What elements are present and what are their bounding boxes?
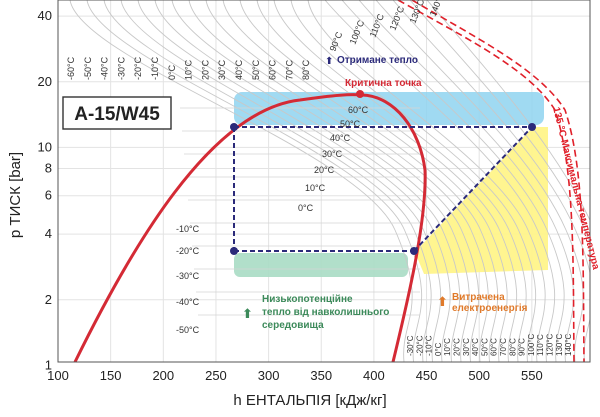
isotherm-bottom-label: 80°C [508, 338, 517, 356]
isotherm-top-label: 70°C [284, 59, 294, 80]
cycle-point-3 [230, 247, 238, 255]
x-tick-label: 150 [100, 368, 122, 383]
isotherm-bottom-label: 0°C [434, 342, 443, 356]
isotherm-top-label: -20°C [133, 56, 143, 80]
plot-frame [57, 0, 591, 363]
isotherm-inner-label: 60°C [348, 105, 369, 115]
isotherm-bottom-label: -20°C [415, 335, 424, 356]
isotherm-top-label: -40°C [100, 56, 110, 80]
low-heat-band [234, 253, 408, 277]
x-tick-label: 200 [152, 368, 174, 383]
energy-label-2: електроенергія [452, 303, 528, 314]
isotherm-top-label: -30°C [116, 56, 126, 80]
x-tick-label: 400 [363, 368, 385, 383]
isotherm-top-label: 20°C [200, 59, 210, 80]
axis-ticks: 100 150 200 250 300 350 400 450 500 550 1 2 4 6 8 10 20 4… [38, 8, 543, 383]
heat-output-label: Отримане тепло [337, 55, 418, 66]
isotherm-top-label: 50°C [251, 59, 261, 80]
x-tick-label: 500 [468, 368, 490, 383]
isotherm-top-label: 10°C [184, 59, 194, 80]
isotherm-bottom-label: 10°C [443, 338, 452, 356]
x-tick-label: 250 [205, 368, 227, 383]
x-tick-label: 350 [310, 368, 332, 383]
isotherm-lines [69, 0, 590, 362]
energy-arrow-icon: ⬆ [437, 294, 448, 309]
energy-label-1: Витрачена [452, 292, 505, 303]
x-tick-label: 450 [416, 368, 438, 383]
max-temp-line-1 [397, 0, 575, 363]
x-axis-title: h ЕНТАЛЬПІЯ [кДж/кг] [233, 392, 386, 409]
isotherm-inner-label: 10°C [305, 183, 326, 193]
isotherm-bottom-label: 50°C [480, 338, 489, 356]
cycle-point-1 [230, 123, 238, 131]
isotherm-inner-label: -40°C [176, 297, 200, 307]
isotherm-inner-label: 0°C [298, 203, 314, 213]
critical-point-label: Критична точка [345, 78, 422, 89]
x-tick-label: 300 [258, 368, 280, 383]
title-box [62, 96, 172, 130]
title-box-label: A-15/W45 [74, 104, 160, 125]
isotherm-inner-label: 40°C [330, 133, 351, 143]
isotherm-bottom-label: 60°C [490, 338, 499, 356]
isotherm-inner-label: -50°C [176, 325, 200, 335]
isotherm-top-label: 40°C [234, 59, 244, 80]
isotherm-top-label: -10°C [150, 56, 160, 80]
isotherm-labels: -60°C -50°C -40°C -30°C -20°C -10°C 0°C 10°C 20°… [66, 0, 573, 356]
isotherm-inner-label: -10°C [176, 224, 200, 234]
isotherm-inner-label: -30°C [176, 271, 200, 281]
low-heat-arrow-icon: ⬆ [242, 306, 253, 321]
max-temp-line-2 [411, 0, 585, 363]
isotherm-bottom-label: -10°C [425, 335, 434, 356]
isotherm-bottom-label: 120°C [546, 333, 555, 356]
isotherm-inner-label: -20°C [176, 246, 200, 256]
isotherm-top-label: -60°C [66, 56, 76, 80]
y-tick-label: 4 [45, 226, 52, 241]
y-tick-label: 40 [38, 8, 52, 23]
x-tick-label: 550 [521, 368, 543, 383]
isotherm-bottom-label: 20°C [453, 338, 462, 356]
isotherm-inner-label: 30°C [322, 149, 343, 159]
cycle-point-2 [528, 123, 536, 131]
isotherm-top-label: 0°C [167, 64, 177, 80]
isotherm-top-label: 60°C [268, 59, 278, 80]
isotherm-bottom-label: -30°C [406, 335, 415, 356]
heat-output-arrow-icon: ⬆ [325, 56, 333, 67]
isotherm-top-label: 30°C [217, 59, 227, 80]
isotherm-inner-label: 50°C [340, 119, 361, 129]
isotherm-bottom-label: 130°C [555, 333, 564, 356]
y-tick-label: 1 [45, 357, 52, 372]
isotherm-top-label: -50°C [83, 56, 93, 80]
isotherm-inner-label: 20°C [314, 165, 335, 175]
isotherm-bottom-label: 110°C [536, 334, 545, 356]
isotherm-bottom-label: 140°C [564, 333, 573, 356]
y-tick-label: 10 [38, 139, 52, 154]
critical-point-marker [356, 90, 364, 98]
y-tick-label: 2 [45, 292, 52, 307]
low-heat-label-2: тепло від навколишнього [262, 307, 389, 318]
heat-output-band [234, 92, 544, 125]
y-tick-label: 8 [45, 161, 52, 176]
isotherm-bottom-label: 90°C [518, 338, 527, 356]
refrigerant-cycle [230, 123, 536, 255]
isotherm-top-label: 80°C [301, 59, 311, 80]
low-heat-label-1: Низькопотенційне [262, 294, 353, 305]
isotherm-bottom-label: 40°C [471, 338, 480, 356]
y-tick-label: 20 [38, 74, 52, 89]
y-axis-title: p ТИСК [bar] [7, 152, 24, 238]
low-heat-label-3: середовища [262, 320, 324, 331]
isotherm-bottom-label: 70°C [499, 338, 508, 356]
x-tick-label: 100 [47, 368, 69, 383]
y-tick-label: 6 [45, 188, 52, 203]
cycle-point-4 [410, 247, 418, 255]
isotherm-bottom-label: 100°C [527, 333, 536, 356]
isotherm-bottom-label: 30°C [462, 338, 471, 356]
